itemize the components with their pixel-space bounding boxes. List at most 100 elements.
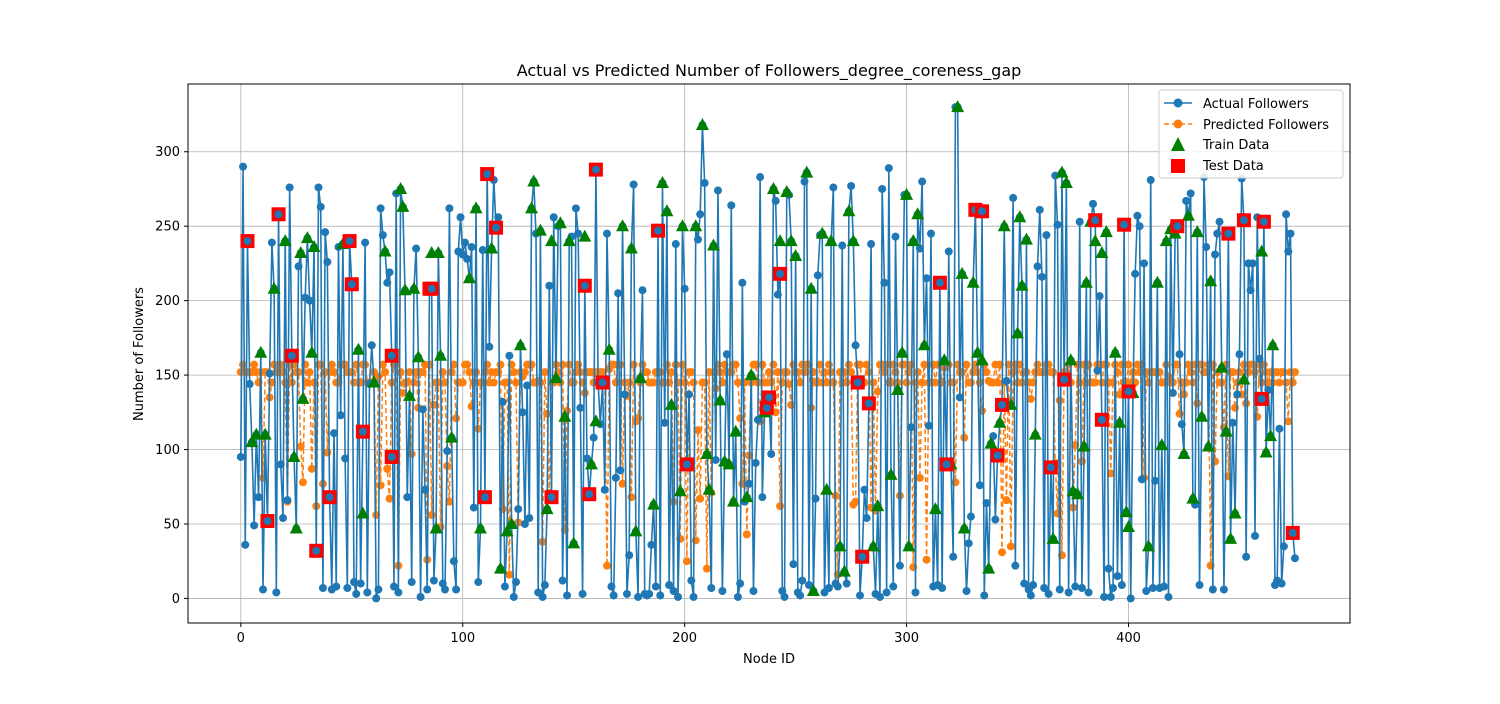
train-marker: [445, 430, 459, 443]
actual-point: [1286, 229, 1295, 238]
actual-point: [474, 578, 483, 587]
actual-point: [800, 177, 809, 186]
predicted-point: [902, 378, 911, 387]
actual-point: [429, 576, 438, 585]
actual-point: [241, 540, 250, 549]
actual-point: [452, 585, 461, 594]
test-actual-point: [1257, 394, 1266, 403]
test-actual-point: [776, 269, 785, 278]
predicted-point: [480, 368, 489, 377]
actual-point: [907, 423, 916, 432]
actual-point: [625, 551, 634, 560]
predicted-point: [922, 555, 931, 564]
test-actual-point: [274, 210, 283, 219]
legend-test-icon: [1171, 159, 1185, 173]
predicted-point: [602, 561, 611, 570]
predicted-point: [682, 557, 691, 566]
train-marker: [1119, 505, 1133, 518]
actual-point: [609, 591, 618, 600]
actual-point: [523, 381, 532, 390]
train-marker: [287, 449, 301, 462]
train-marker: [1215, 360, 1229, 373]
predicted-point: [310, 378, 319, 387]
train-marker: [540, 502, 554, 515]
test-actual-point: [1097, 415, 1106, 424]
actual-point: [549, 213, 558, 222]
actual-point: [545, 281, 554, 290]
test-actual-point: [547, 493, 556, 502]
actual-point: [1148, 584, 1157, 593]
actual-point: [924, 421, 933, 430]
axis-ticks: 0 100 200 300 400 0 50 100 150 200 250 300: [155, 145, 1141, 646]
predicted-point: [1186, 368, 1195, 377]
actual-point: [1215, 217, 1224, 226]
actual-point: [1277, 579, 1286, 588]
actual-point: [1093, 366, 1102, 375]
actual-point: [1182, 196, 1191, 205]
predicted-point: [625, 378, 634, 387]
legend-train-label: Train Data: [1202, 138, 1269, 153]
actual-point: [1248, 259, 1257, 268]
predicted-point: [702, 564, 711, 573]
test-actual-point: [1239, 216, 1248, 225]
train-marker: [553, 216, 567, 229]
train-marker: [294, 245, 308, 258]
actual-point: [1077, 584, 1086, 593]
train-marker: [584, 457, 598, 470]
predicted-point: [915, 473, 924, 482]
actual-point: [707, 584, 716, 593]
actual-point: [991, 515, 1000, 524]
y-axis-label: Number of Followers: [132, 287, 147, 421]
predicted-point: [913, 368, 922, 377]
train-marker: [729, 424, 743, 437]
actual-point: [878, 184, 887, 193]
actual-point: [445, 204, 454, 213]
actual-point: [602, 229, 611, 238]
predicted-point: [687, 368, 696, 377]
actual-point: [1133, 211, 1142, 220]
predicted-point: [1244, 368, 1253, 377]
train-marker: [278, 234, 292, 247]
test-actual-point: [287, 351, 296, 360]
predicted-point: [1124, 360, 1133, 369]
predicted-point: [405, 368, 414, 377]
actual-point: [332, 582, 341, 591]
test-actual-point: [765, 393, 773, 402]
train-marker: [900, 187, 914, 200]
actual-point: [749, 586, 758, 595]
actual-point: [440, 585, 449, 594]
x-tick-label: 100: [450, 631, 475, 646]
predicted-point: [1193, 399, 1202, 408]
predicted-point: [787, 400, 796, 409]
train-marker: [647, 497, 661, 510]
predicted-point: [383, 464, 392, 473]
predicted-point: [784, 380, 793, 389]
actual-point: [423, 585, 432, 594]
actual-point: [1064, 588, 1073, 597]
predicted-point: [765, 368, 773, 377]
actual-point: [745, 479, 754, 488]
predicted-point: [776, 502, 785, 511]
actual-point: [687, 576, 696, 585]
train-marker: [993, 415, 1007, 428]
actual-point: [767, 450, 776, 459]
actual-point: [540, 581, 549, 590]
actual-point: [283, 496, 292, 505]
actual-point: [350, 578, 358, 587]
actual-point: [245, 380, 254, 389]
train-marker: [431, 245, 445, 258]
predicted-point: [418, 368, 427, 377]
test-actual-point: [1060, 375, 1069, 384]
actual-point: [563, 591, 572, 600]
actual-point: [1071, 582, 1080, 591]
actual-point: [1255, 354, 1264, 363]
train-marker: [469, 201, 483, 214]
legend: Actual Followers Predicted Followers Tra…: [1158, 89, 1344, 179]
actual-point: [525, 514, 534, 523]
actual-point: [1160, 582, 1169, 591]
train-marker: [1019, 232, 1033, 245]
predicted-point: [1033, 360, 1042, 369]
train-marker: [485, 241, 499, 254]
predicted-point: [998, 548, 1007, 557]
predicted-point: [727, 368, 736, 377]
